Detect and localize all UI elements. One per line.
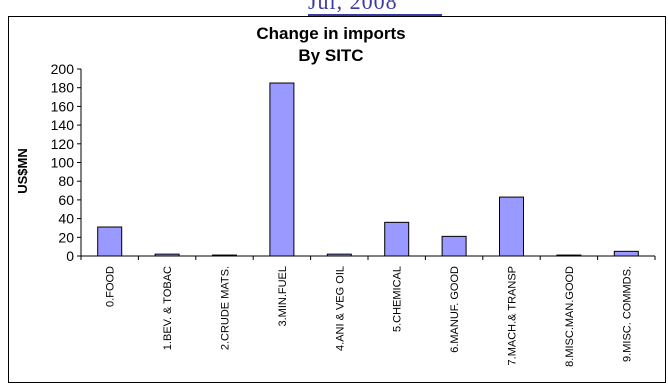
- x-tick-labels: 0.FOOD 1.BEV. & TOBAC 2.CRUDE MATS. 3.MIN.F…: [105, 266, 634, 367]
- bar-6: [441, 235, 467, 257]
- axes: [77, 68, 656, 260]
- y-tick-label: 200: [51, 61, 75, 77]
- y-tick-label: 180: [51, 80, 75, 96]
- y-tick-label: 60: [58, 192, 74, 208]
- bar-7: [499, 196, 524, 257]
- x-tick-label: 5.CHEMICAL: [392, 266, 404, 332]
- chart-title-line1: Change in imports: [256, 24, 405, 43]
- y-tick-labels: 0 20 40 60 80 100 120 140 160 180 200: [51, 61, 75, 264]
- bar-2: [212, 254, 237, 257]
- x-tick-label: 7.MACH.& TRANSP: [507, 266, 519, 365]
- bar-4: [326, 253, 352, 257]
- x-tick-label: 0.FOOD: [105, 266, 117, 307]
- y-tick-label: 80: [58, 173, 74, 189]
- bar-9: [613, 250, 639, 257]
- y-tick-label: 0: [66, 248, 74, 264]
- bar-chart: Change in imports By SITC US$MN 0 20 40 60 8…: [15, 24, 656, 367]
- bars: [97, 82, 639, 257]
- y-tick-label: 40: [58, 211, 74, 227]
- y-axis-label: US$MN: [15, 148, 30, 194]
- bar-1: [154, 253, 180, 257]
- header-underline: [308, 14, 442, 16]
- x-tick-label: 4.ANI & VEG OIL: [334, 266, 346, 351]
- x-tick-label: 2.CRUDE MATS.: [220, 266, 232, 350]
- bar-8: [556, 254, 582, 257]
- x-tick-label: 9.MISC. COMMDS.: [621, 266, 633, 362]
- x-tick-label: 3.MIN.FUEL: [277, 266, 289, 327]
- bar-0: [97, 226, 123, 257]
- x-tick-label: 8.MISC.MAN.GOOD: [564, 266, 576, 367]
- header-strip: Jul, 2008: [8, 0, 668, 16]
- y-tick-label: 160: [51, 98, 75, 114]
- x-tick-label: 6.MANUF. GOOD: [449, 266, 461, 353]
- y-tick-label: 140: [51, 117, 75, 133]
- bar-3: [269, 82, 295, 257]
- chart-title-line2: By SITC: [298, 46, 363, 65]
- y-tick-label: 120: [51, 136, 75, 152]
- chart-frame: Change in imports By SITC US$MN 0 20 40 60 8…: [8, 16, 666, 383]
- header-date: Jul, 2008: [308, 0, 398, 14]
- y-tick-label: 20: [58, 229, 74, 245]
- x-tick-label: 1.BEV. & TOBAC: [162, 266, 174, 350]
- y-tick-label: 100: [51, 155, 75, 171]
- bar-5: [384, 221, 410, 257]
